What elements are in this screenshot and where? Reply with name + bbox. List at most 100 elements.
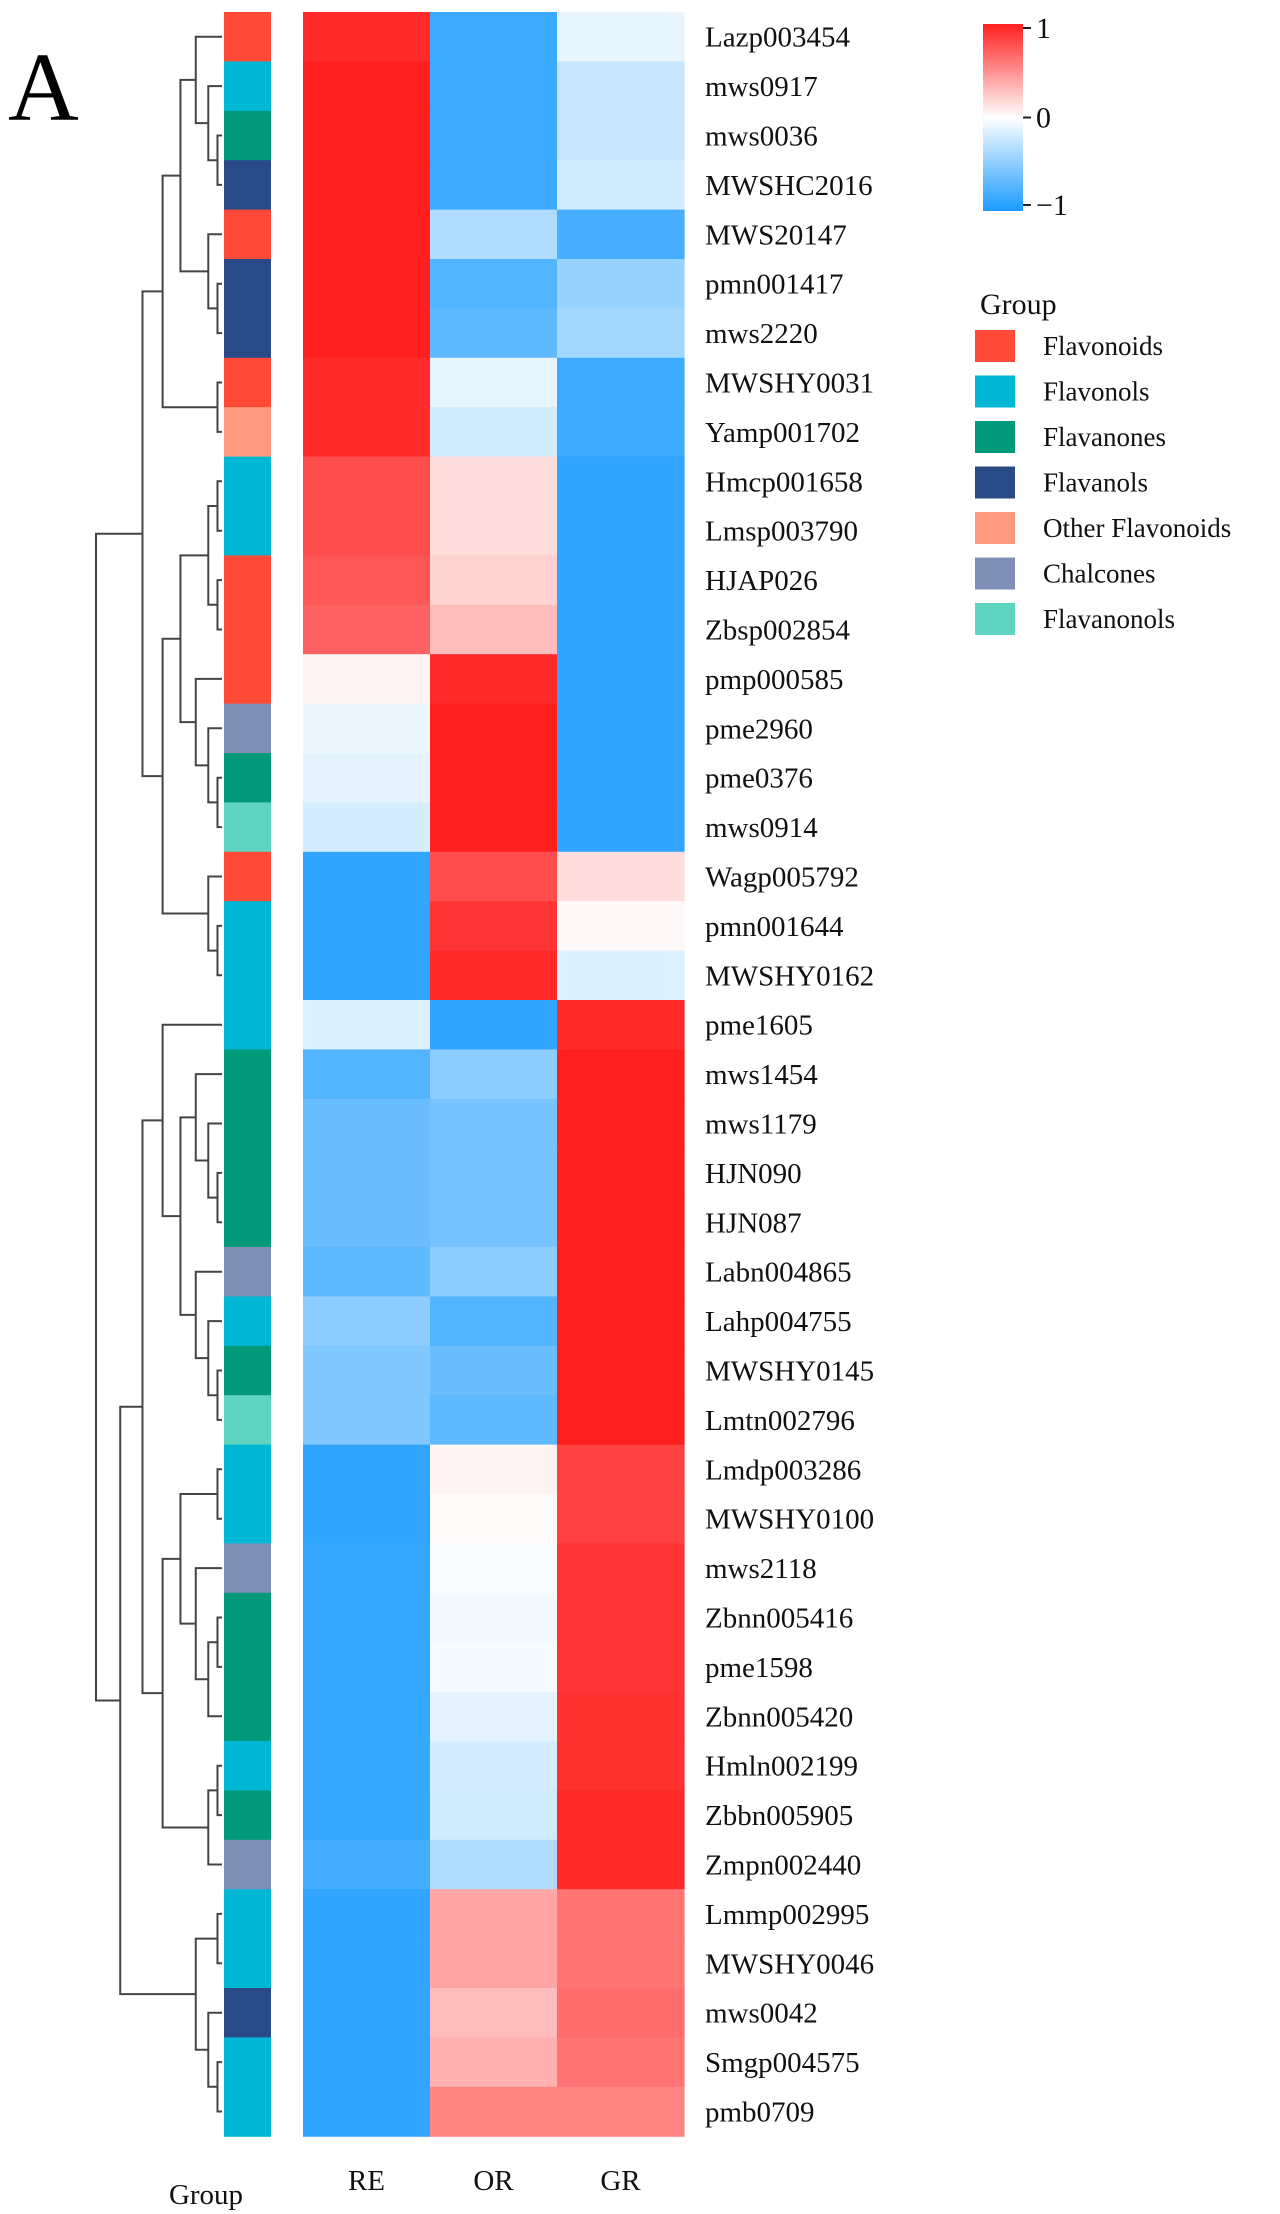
dendrogram-branch [207,505,218,606]
heatmap-cell [303,506,431,556]
row-labels: Lazp003454 mws0917 mws0036 MWSHC2016 MWS2014… [705,22,874,2129]
group-legend-label: Flavanonols [1043,604,1175,634]
heatmap-cell [430,654,558,705]
row-label: pmp000585 [705,664,844,696]
heatmap-cell [430,1049,558,1100]
heatmap-cell [303,1494,431,1544]
heatmap-cell [430,1741,558,1791]
group-legend-label: Chalcones [1043,559,1155,589]
heatmap-cell [303,456,431,507]
group-strip-cell [224,160,271,211]
heatmap-cell [557,1247,685,1297]
heatmap-cell [557,1790,685,1841]
row-label: Labn004865 [705,1257,852,1289]
heatmap-cell [557,901,685,952]
dendrogram-branch [216,480,222,532]
heatmap-cell [303,209,431,260]
heatmap-cell [430,1691,558,1742]
heatmap-cell [303,1938,431,1989]
row-label: Hmln002199 [705,1751,858,1783]
heatmap-cell [430,209,558,260]
dendrogram-branch [194,1937,218,2051]
row-label: Zbsp002854 [705,615,851,647]
group-annotation-strip [224,12,271,2137]
dendrogram-branch [194,677,222,767]
row-label: Smgp004575 [705,2047,860,2079]
row-label: MWSHC2016 [705,170,873,202]
heatmap-cell [430,1395,558,1446]
heatmap-cells [303,12,685,2137]
heatmap-cell [303,1642,431,1693]
heatmap-cell [303,1741,431,1791]
row-label: pme0376 [705,763,813,795]
heatmap-cell [557,1988,685,2038]
dendrogram-branch [141,1119,163,1695]
heatmap-cell [430,1444,558,1495]
row-label: MWSHY0031 [705,368,874,400]
row-label: pmb0709 [705,2097,815,2129]
group-strip-cell [224,357,271,408]
heatmap-cell [303,407,431,458]
heatmap-cell [303,1444,431,1495]
dendrogram-branch [179,78,209,273]
row-label: Lmsp003790 [705,516,858,548]
heatmap-cell [430,1494,558,1544]
dendrogram-branch [216,579,222,631]
heatmap-cell [303,1790,431,1841]
group-strip-cell [224,703,271,754]
group-strip-cell [224,259,271,309]
dendrogram-branch [95,532,143,1702]
group-strip-cell [224,2037,271,2088]
column-labels: RE OR GR [348,2165,641,2197]
column-label: OR [473,2165,514,2197]
heatmap-cell [430,1642,558,1693]
group-strip-cell [224,1296,271,1347]
heatmap-cell [303,901,431,952]
row-label: pmn001417 [705,269,844,301]
heatmap-cell [557,950,685,1001]
heatmap-cell [430,1296,558,1347]
row-label: pmn001644 [705,911,844,943]
heatmap-cell [430,506,558,556]
heatmap-cell [557,1444,685,1495]
group-legend-swatch [975,375,1015,408]
heatmap-cell [557,802,685,853]
row-label: mws2118 [705,1553,817,1585]
dendrogram-branch [141,290,163,778]
group-strip-cell [224,110,271,161]
heatmap-cell [303,950,431,1001]
heatmap-cell [557,259,685,309]
row-label: MWSHY0162 [705,960,874,992]
dendrogram-branch [216,1369,222,1421]
row-label: mws0917 [705,71,818,103]
color-scale-tick-label: −1 [1036,189,1068,222]
heatmap-cell [303,1296,431,1347]
dendrogram-branch [161,1557,209,1829]
heatmap-cell [430,1000,558,1050]
group-axis-label: Group [169,2179,243,2211]
row-label: pme2960 [705,713,813,745]
heatmap-cell [303,1592,431,1643]
heatmap-cell [557,1000,685,1050]
heatmap-cell [557,1691,685,1742]
dendrogram-branch [207,233,222,310]
dendrogram-branch [207,727,222,804]
row-label: MWSHY0046 [705,1948,874,1980]
heatmap-cell [557,407,685,458]
heatmap-cell [303,2086,431,2137]
heatmap-cell [430,703,558,754]
dendrogram-branch [216,134,222,186]
row-label: mws2220 [705,318,818,350]
heatmap-cell [303,160,431,211]
group-legend-title: Group [980,288,1057,321]
group-strip-cell [224,1889,271,1940]
heatmap-cell [303,1395,431,1446]
heatmap-cell [557,12,685,62]
heatmap-cell [430,308,558,359]
heatmap-cell [557,308,685,359]
heatmap-cell [430,2086,558,2137]
group-strip-cell [224,604,271,655]
heatmap-cell [557,1543,685,1594]
dendrogram-branch [207,875,222,952]
heatmap-cell [430,851,558,902]
